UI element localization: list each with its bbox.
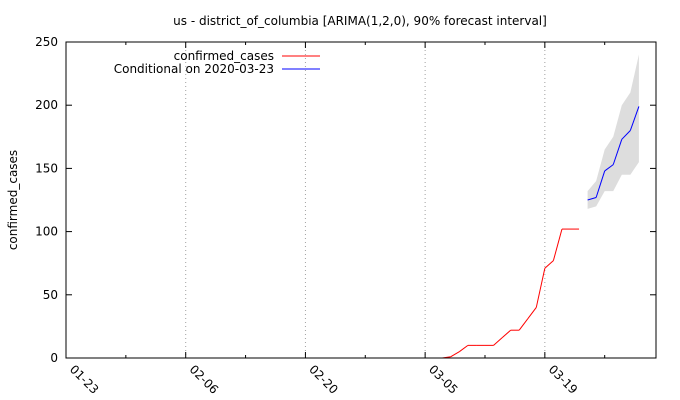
x-tick-label: 02-20 xyxy=(306,362,341,397)
chart-title: us - district_of_columbia [ARIMA(1,2,0),… xyxy=(173,14,547,28)
series-layer xyxy=(66,106,640,359)
axis-layer: 01-23 02-06 02-20 03-05 03-19 0 50 100 150 200 250 xyxy=(35,35,656,397)
y-tick-label: 150 xyxy=(35,161,58,175)
series-1-segment xyxy=(501,329,511,339)
y-tick-label: 50 xyxy=(43,288,58,302)
series-1-segment xyxy=(450,351,460,358)
series-1-segment xyxy=(535,268,546,308)
grid xyxy=(65,42,546,358)
x-tick-label: 03-05 xyxy=(426,362,461,397)
series-1-segment xyxy=(552,228,563,261)
plot-border xyxy=(65,41,657,359)
series-2 xyxy=(587,106,640,201)
series-2-segment xyxy=(629,106,640,131)
x-tick-label: 01-23 xyxy=(67,362,102,397)
series-1-segment xyxy=(459,344,469,353)
forecast-interval-band xyxy=(587,54,639,209)
series-1-segment xyxy=(518,318,529,331)
series-1-segment xyxy=(527,307,537,320)
x-tick-label: 03-19 xyxy=(546,362,581,397)
y-axis-label: confirmed_cases xyxy=(6,150,20,250)
y-tick-label: 200 xyxy=(35,98,58,112)
legend-label-2: Conditional on 2020-03-23 xyxy=(114,62,274,76)
series-2-segment xyxy=(595,170,606,198)
legend-label-1: confirmed_cases xyxy=(174,49,274,63)
x-tick-label: 02-06 xyxy=(187,362,222,397)
series-1 xyxy=(66,228,580,359)
series-1-segment xyxy=(544,260,554,269)
series-1-segment xyxy=(493,337,503,346)
y-tick-label: 250 xyxy=(35,35,58,49)
series-2-segment xyxy=(621,130,631,140)
y-tick-label: 100 xyxy=(35,225,58,239)
series-2-segment xyxy=(604,164,614,172)
series-2-segment xyxy=(587,196,597,201)
y-tick-label: 0 xyxy=(50,351,58,365)
series-2-segment xyxy=(612,139,623,165)
forecast-interval-layer xyxy=(587,54,639,209)
